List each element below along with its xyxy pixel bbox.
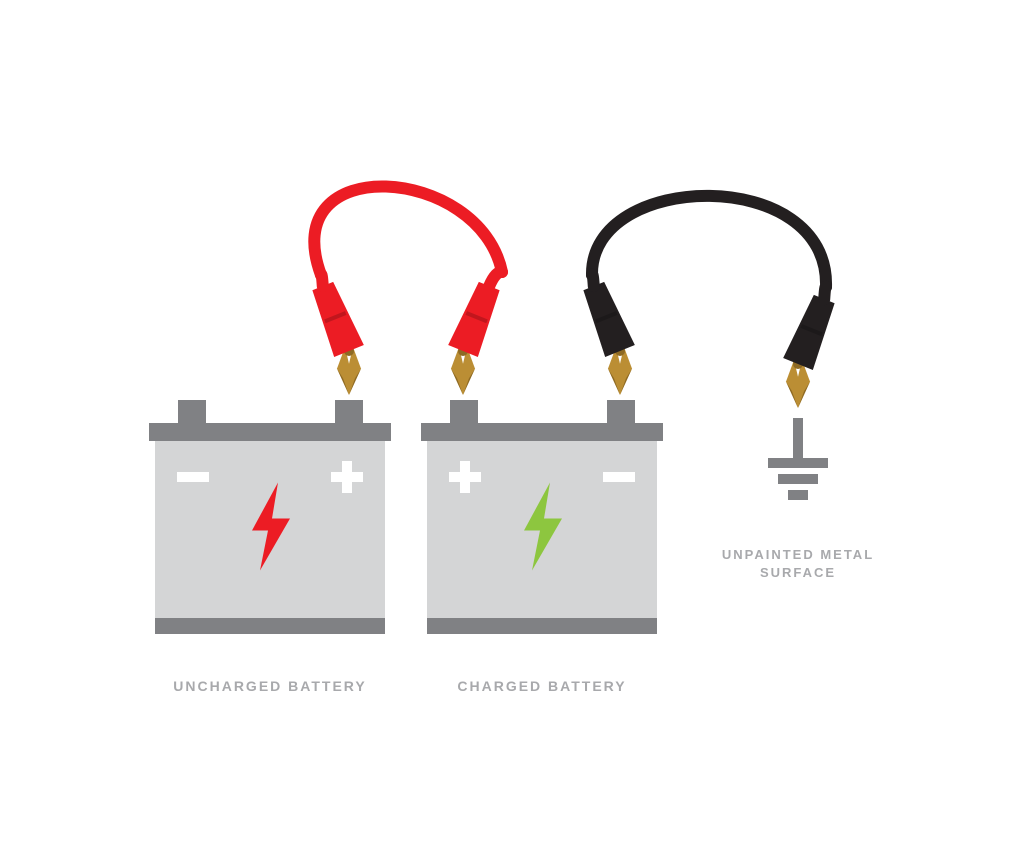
clamp-black-right (783, 293, 839, 408)
red-cable (314, 186, 502, 286)
clamp-black-left (579, 280, 635, 395)
battery-uncharged (149, 400, 391, 634)
battery-charged (421, 400, 663, 634)
clamp-red-left (308, 280, 364, 395)
black-cable (592, 196, 826, 299)
label-unpainted-metal-surface: UNPAINTED METAL SURFACE (713, 546, 883, 581)
diagram-stage: UNCHARGED BATTERY CHARGED BATTERY UNPAIN… (0, 0, 1024, 856)
clamp-red-right (448, 280, 504, 395)
label-charged-battery: CHARGED BATTERY (412, 678, 672, 694)
diagram-svg (0, 0, 1024, 856)
ground-symbol (768, 418, 828, 500)
label-uncharged-battery: UNCHARGED BATTERY (140, 678, 400, 694)
